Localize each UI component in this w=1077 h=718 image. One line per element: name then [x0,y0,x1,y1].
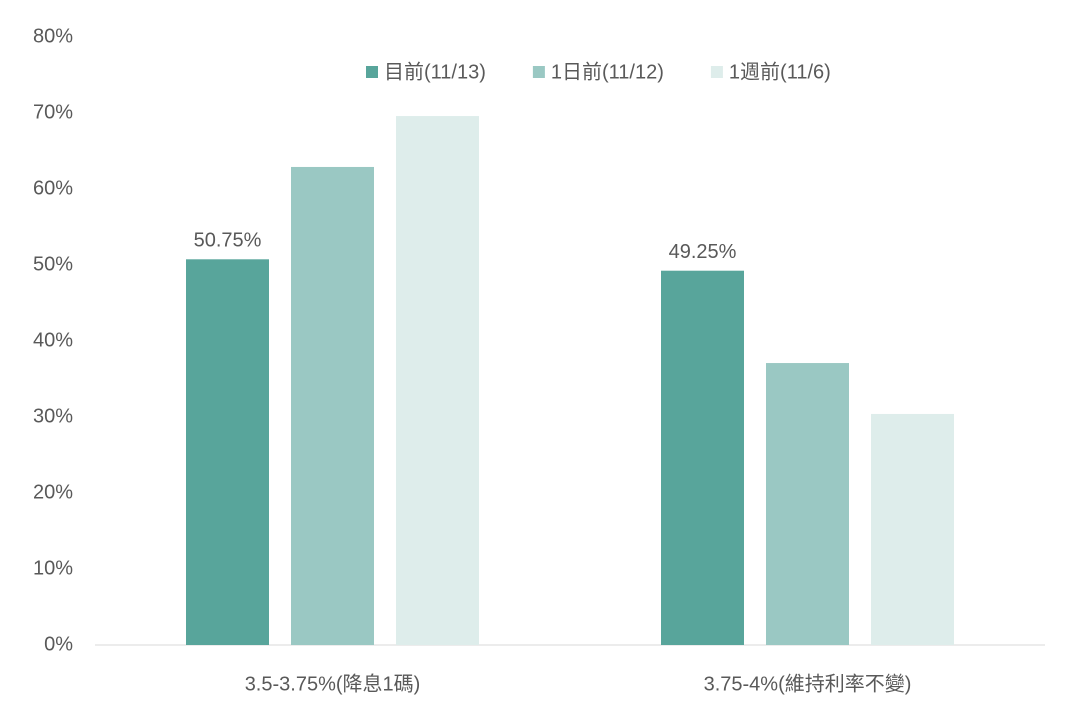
y-tick-label: 70% [33,101,73,123]
y-tick-label: 40% [33,329,73,351]
data-label: 49.25% [669,241,737,263]
legend-label: 1日前(11/12) [551,60,664,83]
bar [396,116,479,646]
y-tick-label: 10% [33,557,73,579]
bar [766,363,849,645]
legend-marker [710,66,723,78]
legend-label: 1週前(11/6) [729,60,831,83]
bar [186,259,269,645]
bar [661,270,744,645]
x-tick-label: 3.75-4%(維持利率不變) [704,672,912,695]
y-tick-label: 60% [33,177,73,199]
x-tick-label: 3.5-3.75%(降息1碼) [245,672,421,695]
bar [291,166,374,645]
y-tick-label: 30% [33,405,73,427]
bar [871,413,954,645]
data-label: 50.75% [194,230,262,252]
y-tick-label: 20% [33,481,73,503]
y-tick-label: 0% [44,633,73,655]
legend-label: 目前(11/13) [384,60,486,83]
legend-marker [366,66,378,78]
y-tick-label: 50% [33,253,73,275]
y-tick-label: 80% [33,25,73,47]
legend-marker [532,66,545,78]
